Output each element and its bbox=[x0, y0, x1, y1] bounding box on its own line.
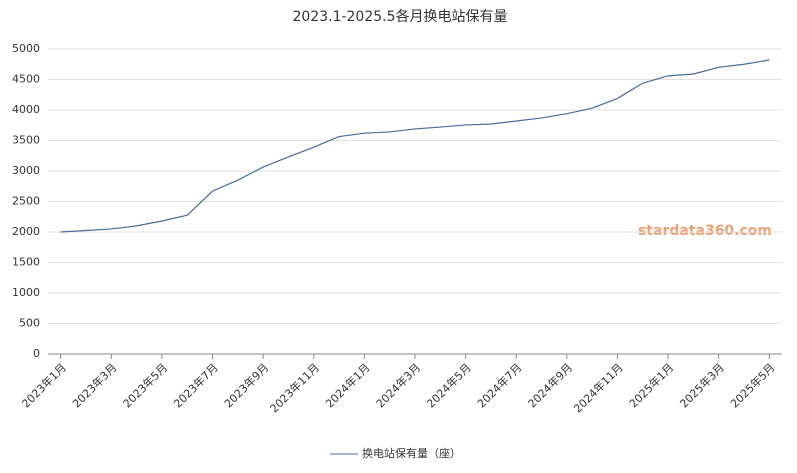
x-tick-label: 2024年7月 bbox=[474, 360, 524, 410]
chart-title: 2023.1-2025.5各月换电站保有量 bbox=[292, 8, 507, 25]
x-tick-label: 2025年1月 bbox=[626, 360, 676, 410]
y-tick-label: 3000 bbox=[12, 164, 40, 177]
y-tick-label: 4500 bbox=[12, 73, 40, 86]
x-tick-label: 2024年9月 bbox=[525, 360, 575, 410]
x-tick-label: 2023年1月 bbox=[19, 360, 69, 410]
x-tick-label: 2023年9月 bbox=[221, 360, 271, 410]
x-tick-label: 2023年5月 bbox=[120, 360, 170, 410]
y-tick-label: 2500 bbox=[12, 195, 40, 208]
legend-label: 换电站保有量（座） bbox=[362, 446, 461, 460]
y-tick-label: 0 bbox=[33, 347, 40, 360]
x-tick-label: 2025年3月 bbox=[677, 360, 727, 410]
x-tick-label: 2024年5月 bbox=[424, 360, 474, 410]
series-line bbox=[60, 59, 770, 233]
x-tick-label: 2023年7月 bbox=[171, 360, 221, 410]
x-tick-label: 2024年11月 bbox=[571, 360, 626, 415]
x-tick-label: 2023年11月 bbox=[267, 360, 322, 415]
y-tick-label: 5000 bbox=[12, 42, 40, 55]
y-tick-label: 1000 bbox=[12, 286, 40, 299]
y-tick-label: 1500 bbox=[12, 256, 40, 269]
y-tick-label: 2000 bbox=[12, 225, 40, 238]
x-tick-label: 2025年5月 bbox=[727, 360, 777, 410]
watermark: stardata360.com bbox=[638, 223, 772, 239]
y-tick-label: 3500 bbox=[12, 134, 40, 147]
y-tick-label: 4000 bbox=[12, 103, 40, 116]
x-tick-label: 2024年3月 bbox=[373, 360, 423, 410]
x-tick-label: 2024年1月 bbox=[322, 360, 372, 410]
x-tick-label: 2023年3月 bbox=[69, 360, 119, 410]
y-tick-label: 500 bbox=[19, 317, 40, 330]
